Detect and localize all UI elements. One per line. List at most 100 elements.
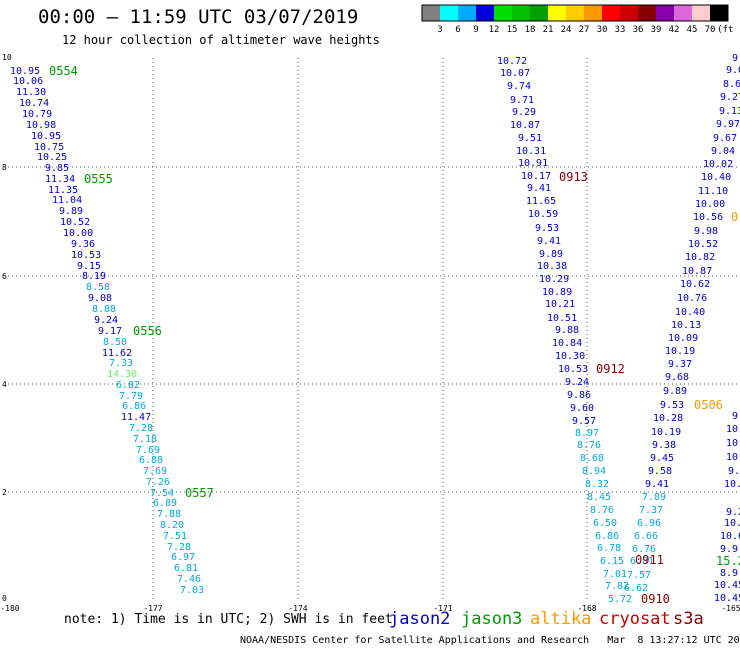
- wave-height-label: 7.28: [129, 423, 153, 434]
- wave-height-label: 10.52: [688, 239, 718, 250]
- wave-height-label: 10.53: [71, 250, 101, 261]
- wave-height-label: 9.2: [726, 507, 740, 518]
- colorbar-swatch: [674, 5, 692, 21]
- wave-height-label: 9.41: [645, 479, 669, 490]
- wave-height-label: 10.82: [685, 252, 715, 263]
- wave-height-label: 11.65: [526, 196, 556, 207]
- wave-height-label: 8.58: [86, 282, 110, 293]
- wave-height-label: 9.38: [652, 440, 676, 451]
- colorbar-label: (ft): [717, 25, 733, 34]
- wave-height-label: 7.57: [627, 570, 651, 581]
- pass-time-label: 0912: [596, 362, 625, 376]
- wave-height-label: 10.53: [558, 364, 588, 375]
- wave-height-label: 10.: [726, 438, 740, 449]
- wave-height-label: 7.46: [177, 574, 201, 585]
- pass-time-label: 15.2: [716, 554, 740, 568]
- wave-height-label: 6.96: [637, 518, 661, 529]
- colorbar-label: 45: [687, 25, 698, 34]
- wave-height-label: 10.72: [497, 56, 527, 67]
- wave-height-label: 10.38: [537, 261, 567, 272]
- wave-height-label: 6.50: [593, 518, 617, 529]
- wave-height-label: 9.53: [660, 400, 684, 411]
- wave-height-label: 10.29: [539, 274, 569, 285]
- wave-height-label: 7.18: [133, 434, 157, 445]
- latitude-tick-label: 6: [2, 272, 7, 281]
- wave-height-label: 9.71: [510, 95, 534, 106]
- pass-time-labels: 0554 0555 0556 0557 0913 0912 0911 0910 0506 0 15.…: [49, 64, 740, 606]
- wave-height-label: 7.51: [163, 531, 187, 542]
- latitude-tick-label: 2: [2, 488, 7, 497]
- colorbar-label: 42: [669, 25, 680, 34]
- wave-height-label: 6.81: [630, 556, 654, 567]
- wave-height-label: 11.10: [698, 186, 728, 197]
- axis-tick-labels: -180 -177 -174 -171 -168 -165 10 8 6 4 2 0: [0, 53, 740, 613]
- wave-height-label: 9.15: [77, 261, 101, 272]
- wave-height-label: 8.76: [590, 505, 614, 516]
- track-left-light: 8.588.888.507.336.827.796.867.287.187.69…: [86, 282, 204, 596]
- colorbar-swatch: [566, 5, 584, 21]
- wave-height-label: 10.6: [720, 531, 740, 542]
- colorbar-swatch: [440, 5, 458, 21]
- latitude-tick-label: 4: [2, 380, 7, 389]
- pass-time-label: 0913: [559, 170, 588, 184]
- wave-height-label: 8.97: [575, 428, 599, 439]
- colorbar-swatch: [422, 5, 440, 21]
- wave-height-label: 9.0: [726, 65, 740, 76]
- colorbar-label: 21: [543, 25, 554, 34]
- pass-time-label: 0506: [694, 398, 723, 412]
- wave-height-label: 9.24: [565, 377, 589, 388]
- wave-height-label: 9.74: [507, 81, 531, 92]
- wave-height-label: 9.98: [694, 226, 718, 237]
- colorbar-swatch: [620, 5, 638, 21]
- wave-height-label: 10.00: [63, 228, 93, 239]
- colorbar-swatch: [638, 5, 656, 21]
- track-left-upper: 10.9510.0611.3010.7410.7910.9810.9510.75…: [10, 66, 151, 423]
- wave-height-label: 11.04: [52, 195, 82, 206]
- wave-height-label: 9.89: [539, 249, 563, 260]
- wave-height-label: 10.25: [37, 152, 67, 163]
- wave-height-label: 6.66: [634, 531, 658, 542]
- wave-height-label: 6.86: [595, 531, 619, 542]
- wave-height-label: 10.19: [651, 427, 681, 438]
- wave-height-label: 10.84: [552, 338, 582, 349]
- wave-height-label: 9.89: [663, 386, 687, 397]
- colorbar-swatch: [584, 5, 602, 21]
- legend-s3a: s3a: [673, 609, 704, 629]
- wave-height-label: 10.75: [34, 142, 64, 153]
- colorbar-label: 30: [597, 25, 608, 34]
- wave-height-label: 7.37: [639, 505, 663, 516]
- wave-height-label: 7.54: [150, 488, 174, 499]
- wave-height-label: 10.87: [510, 120, 540, 131]
- wave-height-label: 6.76: [632, 544, 656, 555]
- wave-height-label: 7.69: [143, 466, 167, 477]
- wave-height-label: 11.62: [102, 348, 132, 359]
- colorbar-label: 15: [507, 25, 518, 34]
- wave-height-label: 8.6: [723, 79, 740, 90]
- chart-title: 00:00 – 11:59 UTC 03/07/2019: [38, 6, 359, 28]
- track-far-right: 9.10.10.10.9.10.9.210.10.69.98.910.4510.…: [714, 411, 740, 604]
- colorbar-swatch: [692, 5, 710, 21]
- track-right-light: 7.89 7.37 6.96 6.66 6.766.81 7.57 6.62: [624, 492, 666, 594]
- chart-subtitle: 12 hour collection of altimeter wave hei…: [62, 33, 380, 47]
- wave-height-label: 7.89: [642, 492, 666, 503]
- legend-jason3: jason3: [461, 609, 523, 629]
- latitude-tick-label: 0: [2, 594, 7, 603]
- wave-height-label: 9.58: [648, 466, 672, 477]
- colorbar-swatch: [476, 5, 494, 21]
- legend-cryosat: cryosat: [599, 609, 671, 629]
- wave-height-label: 10.45: [714, 593, 740, 604]
- wave-height-label: 14.30: [107, 369, 137, 380]
- wave-height-label: 9.41: [527, 183, 551, 194]
- colorbar-swatch: [710, 5, 728, 21]
- wave-height-label: 9.08: [88, 293, 112, 304]
- wave-height-label: 9.24: [94, 315, 118, 326]
- wave-height-label: 10.00: [695, 199, 725, 210]
- wave-height-label: 10.74: [19, 98, 49, 109]
- wave-height-label: 10.95: [10, 66, 40, 77]
- wave-height-label: 8.88: [92, 304, 116, 315]
- wave-height-label: 10.62: [680, 279, 710, 290]
- wave-height-label: 8.32: [585, 479, 609, 490]
- legend-jason2: jason2: [389, 609, 451, 629]
